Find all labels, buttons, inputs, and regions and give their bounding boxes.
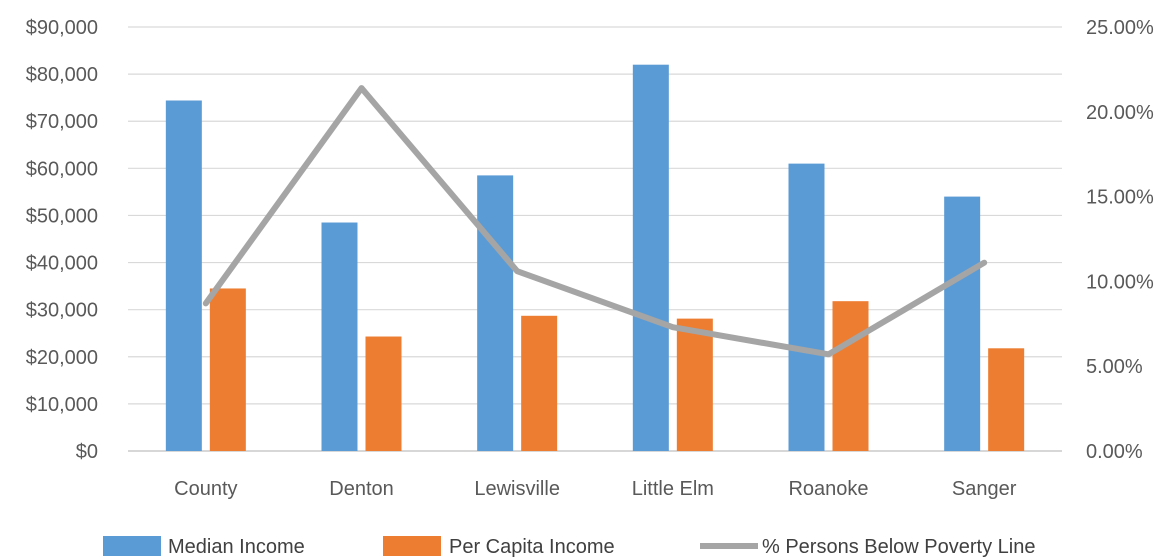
legend-label-per-capita-income: Per Capita Income [449,536,615,558]
left-tick-label: $50,000 [26,205,98,227]
bar-median-income [165,100,202,451]
poverty-line-series [202,85,988,358]
left-tick-label: $40,000 [26,253,98,275]
left-tick-label: $20,000 [26,347,98,369]
left-tick-label: $70,000 [26,111,98,133]
bar-median-income [321,222,358,451]
left-axis-ticks: $0 $10,000 $20,000 $30,000 $40,000 $50,000 $60… [26,17,98,463]
right-axis-ticks: 0.00% 5.00% 10.00% 15.00% 20.00% 25.00% [1086,17,1154,463]
bar-median-income [632,64,669,451]
category-label: County [174,478,237,500]
left-tick-label: $60,000 [26,158,98,180]
legend-label-poverty-line: % Persons Below Poverty Line [762,536,1035,558]
legend-swatch-median-income [103,536,161,556]
bar-median-income [477,175,514,451]
left-tick-label: $10,000 [26,394,98,416]
left-tick-label: $90,000 [26,17,98,39]
legend: Median Income Per Capita Income % Persons … [103,536,1035,558]
category-label: Denton [329,478,394,500]
legend-label-median-income: Median Income [168,536,305,558]
bar-median-income [944,196,981,451]
category-label: Little Elm [632,478,714,500]
left-tick-label: $30,000 [26,300,98,322]
left-tick-label: $80,000 [26,64,98,86]
category-label: Sanger [952,478,1017,500]
left-tick-label: $0 [76,441,98,463]
category-label: Lewisville [474,478,560,500]
bar-per-capita-income [209,288,246,451]
right-tick-label: 10.00% [1086,271,1154,293]
bar-per-capita-income [365,336,402,451]
category-label: Roanoke [788,478,868,500]
right-tick-label: 20.00% [1086,102,1154,124]
right-tick-label: 15.00% [1086,187,1154,209]
gridlines [128,26,1062,452]
right-tick-label: 5.00% [1086,356,1143,378]
category-labels: County Denton Lewisville Little Elm Roanoke S… [174,478,1017,500]
right-tick-label: 0.00% [1086,441,1143,463]
bar-per-capita-income [521,315,558,451]
bar-per-capita-income [988,348,1025,451]
bar-per-capita-income [676,318,713,451]
bar-median-income [788,163,825,451]
legend-swatch-per-capita-income [383,536,441,556]
bar-per-capita-income [832,301,869,451]
right-tick-label: 25.00% [1086,17,1154,39]
poverty-line [202,85,988,358]
bars [165,64,1025,451]
